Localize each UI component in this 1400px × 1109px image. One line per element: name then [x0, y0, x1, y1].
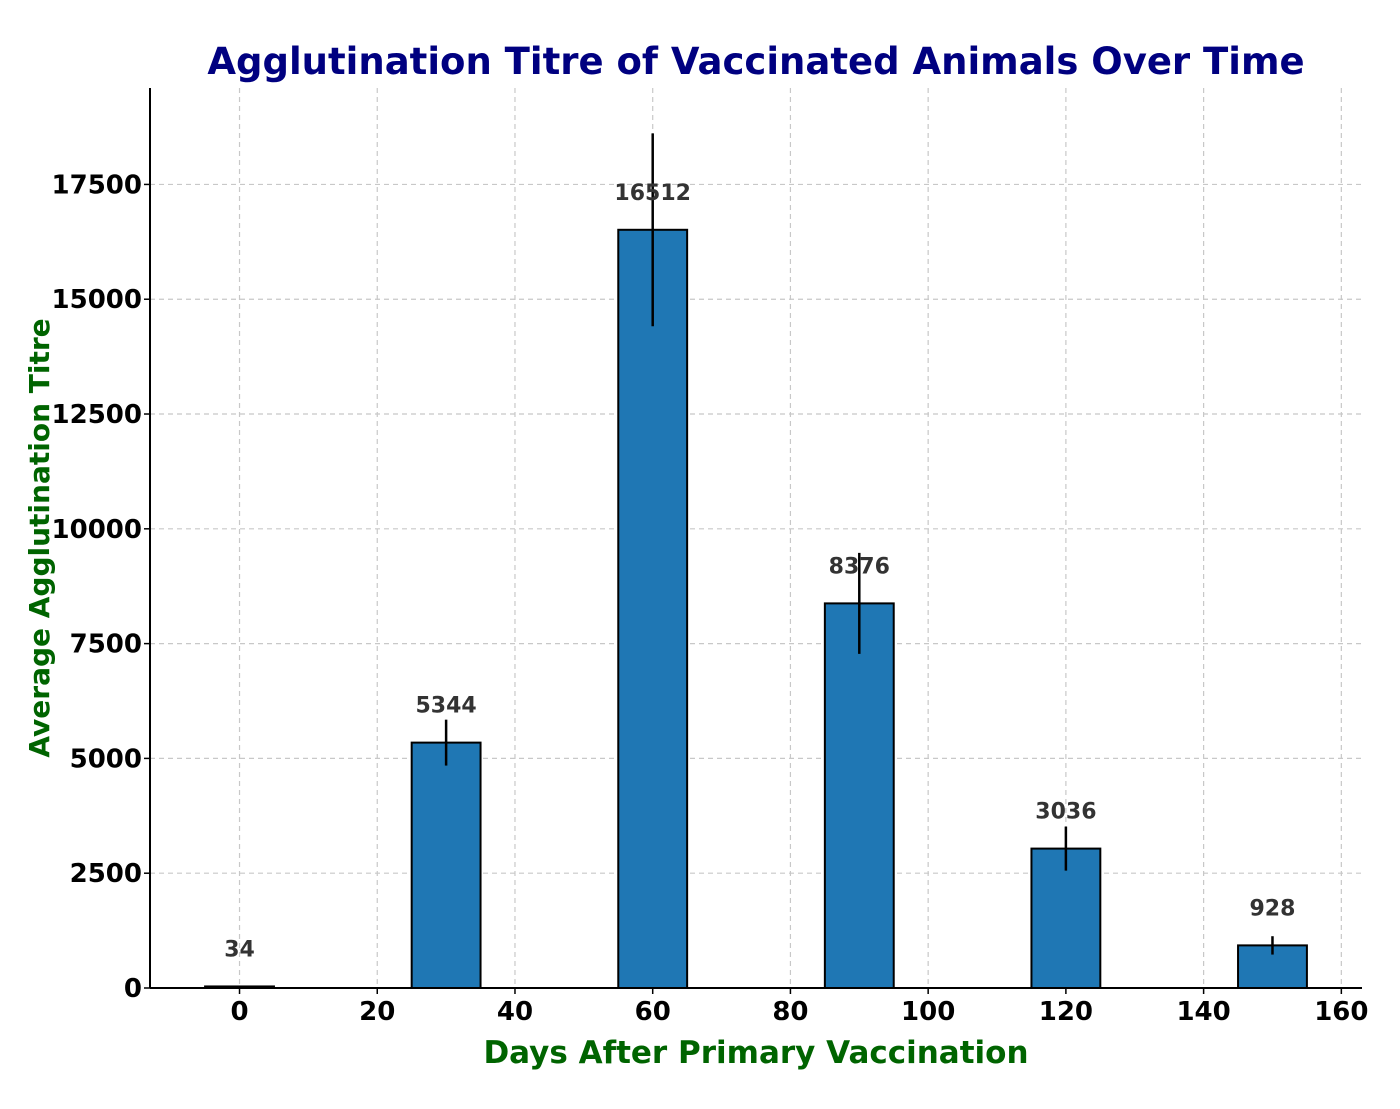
chart-title: Agglutination Titre of Vaccinated Animal… [207, 40, 1304, 83]
data-label: 8376 [829, 554, 890, 579]
data-label: 5344 [415, 694, 476, 719]
y-tick-label: 12500 [52, 400, 142, 430]
x-tick-label: 0 [230, 997, 248, 1027]
y-tick-label: 2500 [70, 859, 142, 889]
y-tick-label: 15000 [52, 285, 142, 315]
bar [410, 741, 482, 989]
data-label: 3036 [1035, 800, 1096, 825]
y-tick-label: 0 [124, 974, 142, 1004]
data-label: 16512 [614, 181, 691, 206]
x-axis-title: Days After Primary Vaccination [483, 1035, 1028, 1071]
error-bars [444, 133, 1274, 955]
bar [617, 228, 689, 990]
x-tick-label: 60 [635, 997, 671, 1027]
tick-labels: 0 20 40 60 80 100 120 140 160 0 2500 5000 7500 10000 1… [52, 170, 1369, 1027]
data-labels: 34 5344 16512 8376 3036 928 [224, 181, 1295, 963]
data-label: 34 [224, 937, 255, 962]
x-tick-label: 80 [772, 997, 808, 1027]
x-tick-label: 160 [1314, 997, 1368, 1027]
x-tick-label: 20 [359, 997, 395, 1027]
x-tick-label: 40 [497, 997, 533, 1027]
y-tick-label: 7500 [70, 630, 142, 660]
y-axis-title: Average Agglutination Titre [23, 318, 56, 757]
y-tick-label: 17500 [52, 170, 142, 200]
y-tick-label: 10000 [52, 515, 142, 545]
x-tick-label: 140 [1176, 997, 1230, 1027]
x-tick-label: 100 [901, 997, 955, 1027]
bar [823, 602, 895, 989]
y-tick-label: 5000 [70, 744, 142, 774]
data-label: 928 [1250, 896, 1296, 921]
axes [149, 88, 1362, 989]
x-tick-label: 120 [1039, 997, 1093, 1027]
bar [1030, 847, 1102, 990]
